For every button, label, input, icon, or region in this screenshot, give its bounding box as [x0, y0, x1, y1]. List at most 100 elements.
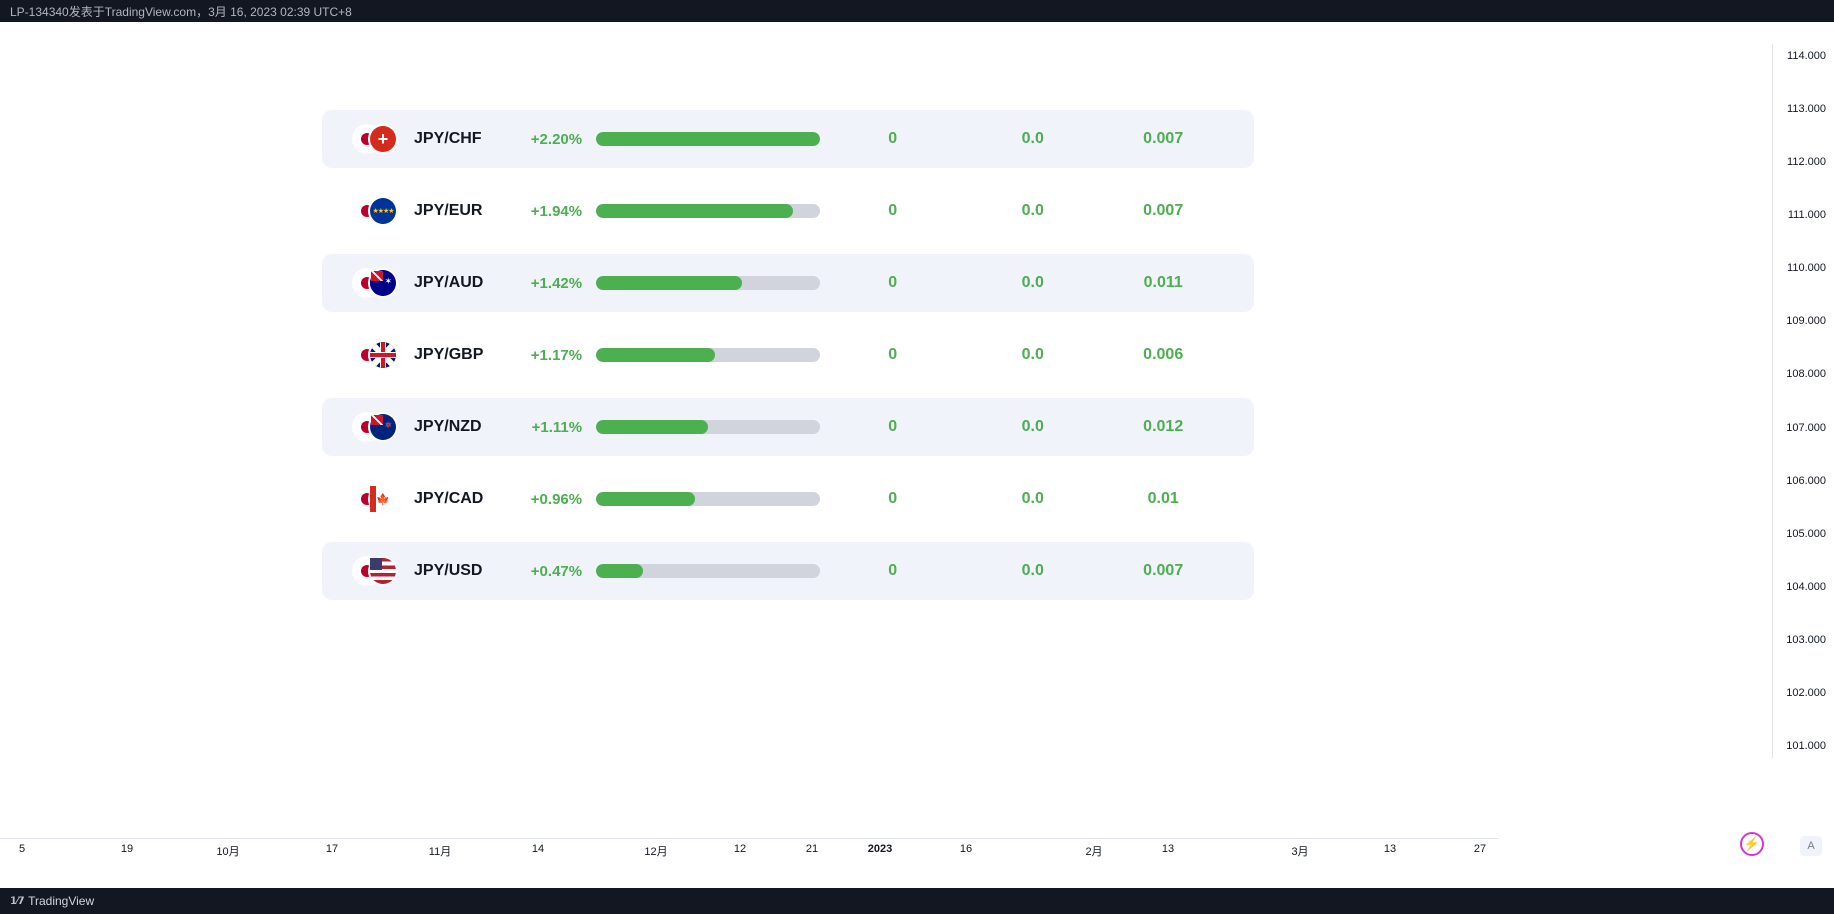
value-col-1: 0	[820, 274, 965, 292]
y-tick: 110.000	[1787, 262, 1826, 274]
x-tick: 21	[806, 843, 818, 855]
currency-row[interactable]: JPY/EUR+1.94%00.00.007	[322, 182, 1254, 240]
pair-name: JPY/USD	[414, 562, 511, 580]
x-tick: 12	[734, 843, 746, 855]
value-col-2: 0.0	[965, 490, 1100, 508]
percent-bar	[596, 204, 820, 218]
currency-row[interactable]: JPY/GBP+1.17% 00.00.006	[322, 326, 1254, 384]
value-col-3: 0.01	[1100, 490, 1226, 508]
flag-pair	[354, 484, 398, 514]
x-tick: 10月	[216, 843, 239, 859]
x-axis[interactable]: 51910月1711月1412月12212023162月133月1327	[0, 838, 1498, 860]
y-tick: 108.000	[1786, 368, 1826, 380]
value-col-2: 0.0	[965, 274, 1100, 292]
currency-row[interactable]: JPY/NZD+1.11% 00.00.012	[322, 398, 1254, 456]
percent-bar	[596, 492, 820, 506]
percent-bar-fill	[596, 564, 643, 578]
x-tick: 2月	[1085, 843, 1102, 859]
percent-bar	[596, 276, 820, 290]
chart-main-area[interactable]: JPY/CHF+2.20%00.00.007JPY/EUR+1.94%00.00…	[0, 22, 1834, 886]
bolt-button[interactable]: ⚡	[1740, 832, 1764, 856]
pair-name: JPY/AUD	[414, 274, 511, 292]
percent-bar-fill	[596, 420, 708, 434]
value-col-2: 0.0	[965, 418, 1100, 436]
value-col-2: 0.0	[965, 202, 1100, 220]
currency-row[interactable]: JPY/USD+0.47%00.00.007	[322, 542, 1254, 600]
x-tick: 13	[1384, 843, 1396, 855]
y-tick: 113.000	[1787, 103, 1826, 115]
flag-au-icon	[370, 270, 396, 296]
value-col-3: 0.012	[1100, 418, 1226, 436]
y-tick: 102.000	[1786, 687, 1826, 699]
y-axis[interactable]: 114.000 113.000 112.000 111.000 110.000 109.0…	[1772, 44, 1834, 758]
percent-bar	[596, 420, 820, 434]
percent-bar-fill	[596, 492, 695, 506]
flag-ch-icon	[370, 126, 396, 152]
value-col-2: 0.0	[965, 562, 1100, 580]
y-tick: 106.000	[1786, 475, 1826, 487]
x-tick: 3月	[1291, 843, 1308, 859]
percent-change: +1.17%	[511, 347, 582, 364]
y-tick: 114.000	[1787, 50, 1826, 62]
percent-change: +2.20%	[511, 131, 582, 148]
flag-pair	[354, 124, 398, 154]
x-tick: 17	[326, 843, 338, 855]
currency-row[interactable]: JPY/AUD+1.42% 00.00.011	[322, 254, 1254, 312]
value-col-1: 0	[820, 346, 965, 364]
flag-pair	[354, 196, 398, 226]
y-tick: 103.000	[1786, 634, 1826, 646]
pair-name: JPY/GBP	[414, 346, 511, 364]
x-tick: 27	[1474, 843, 1486, 855]
flag-eu-icon	[370, 198, 396, 224]
x-tick: 5	[19, 843, 25, 855]
flag-nz-icon	[370, 414, 396, 440]
y-tick: 109.000	[1786, 315, 1826, 327]
value-col-2: 0.0	[965, 346, 1100, 364]
value-col-1: 0	[820, 418, 965, 436]
flag-pair	[354, 268, 398, 298]
x-tick: 19	[121, 843, 133, 855]
percent-bar-fill	[596, 276, 742, 290]
percent-bar-fill	[596, 204, 793, 218]
y-tick: 112.000	[1787, 156, 1826, 168]
percent-change: +0.47%	[511, 563, 582, 580]
header-text: LP-134340发表于TradingView.com，3月 16, 2023 …	[10, 5, 352, 19]
y-tick: 107.000	[1786, 422, 1826, 434]
y-tick: 111.000	[1788, 209, 1826, 221]
percent-bar	[596, 348, 820, 362]
value-col-3: 0.011	[1100, 274, 1226, 292]
value-col-2: 0.0	[965, 130, 1100, 148]
percent-bar-fill	[596, 348, 715, 362]
percent-change: +1.11%	[511, 419, 582, 436]
auto-scale-label: A	[1807, 840, 1814, 852]
x-tick: 16	[960, 843, 972, 855]
footer-bar: TradingView	[0, 888, 1834, 914]
flag-pair	[354, 340, 398, 370]
percent-bar	[596, 564, 820, 578]
percent-change: +0.96%	[511, 491, 582, 508]
value-col-3: 0.006	[1100, 346, 1226, 364]
currency-row[interactable]: JPY/CHF+2.20%00.00.007	[322, 110, 1254, 168]
currency-row[interactable]: JPY/CAD+0.96% 00.00.01	[322, 470, 1254, 528]
auto-scale-button[interactable]: A	[1800, 836, 1822, 856]
y-tick: 104.000	[1786, 581, 1826, 593]
value-col-3: 0.007	[1100, 202, 1226, 220]
x-tick: 2023	[868, 843, 892, 855]
y-tick: 101.000	[1786, 740, 1826, 752]
value-col-1: 0	[820, 202, 965, 220]
x-tick: 11月	[429, 843, 451, 859]
pair-name: JPY/CAD	[414, 490, 511, 508]
flag-ca-icon	[370, 486, 396, 512]
currency-table: JPY/CHF+2.20%00.00.007JPY/EUR+1.94%00.00…	[322, 110, 1254, 614]
flag-gb-icon	[370, 342, 396, 368]
percent-bar-fill	[596, 132, 820, 146]
percent-bar	[596, 132, 820, 146]
pair-name: JPY/NZD	[414, 418, 511, 436]
x-tick: 12月	[644, 843, 667, 859]
footer-brand: TradingView	[28, 894, 94, 908]
tradingview-logo	[10, 895, 24, 907]
value-col-1: 0	[820, 490, 965, 508]
percent-change: +1.42%	[511, 275, 582, 292]
pair-name: JPY/EUR	[414, 202, 511, 220]
y-tick: 105.000	[1786, 528, 1826, 540]
